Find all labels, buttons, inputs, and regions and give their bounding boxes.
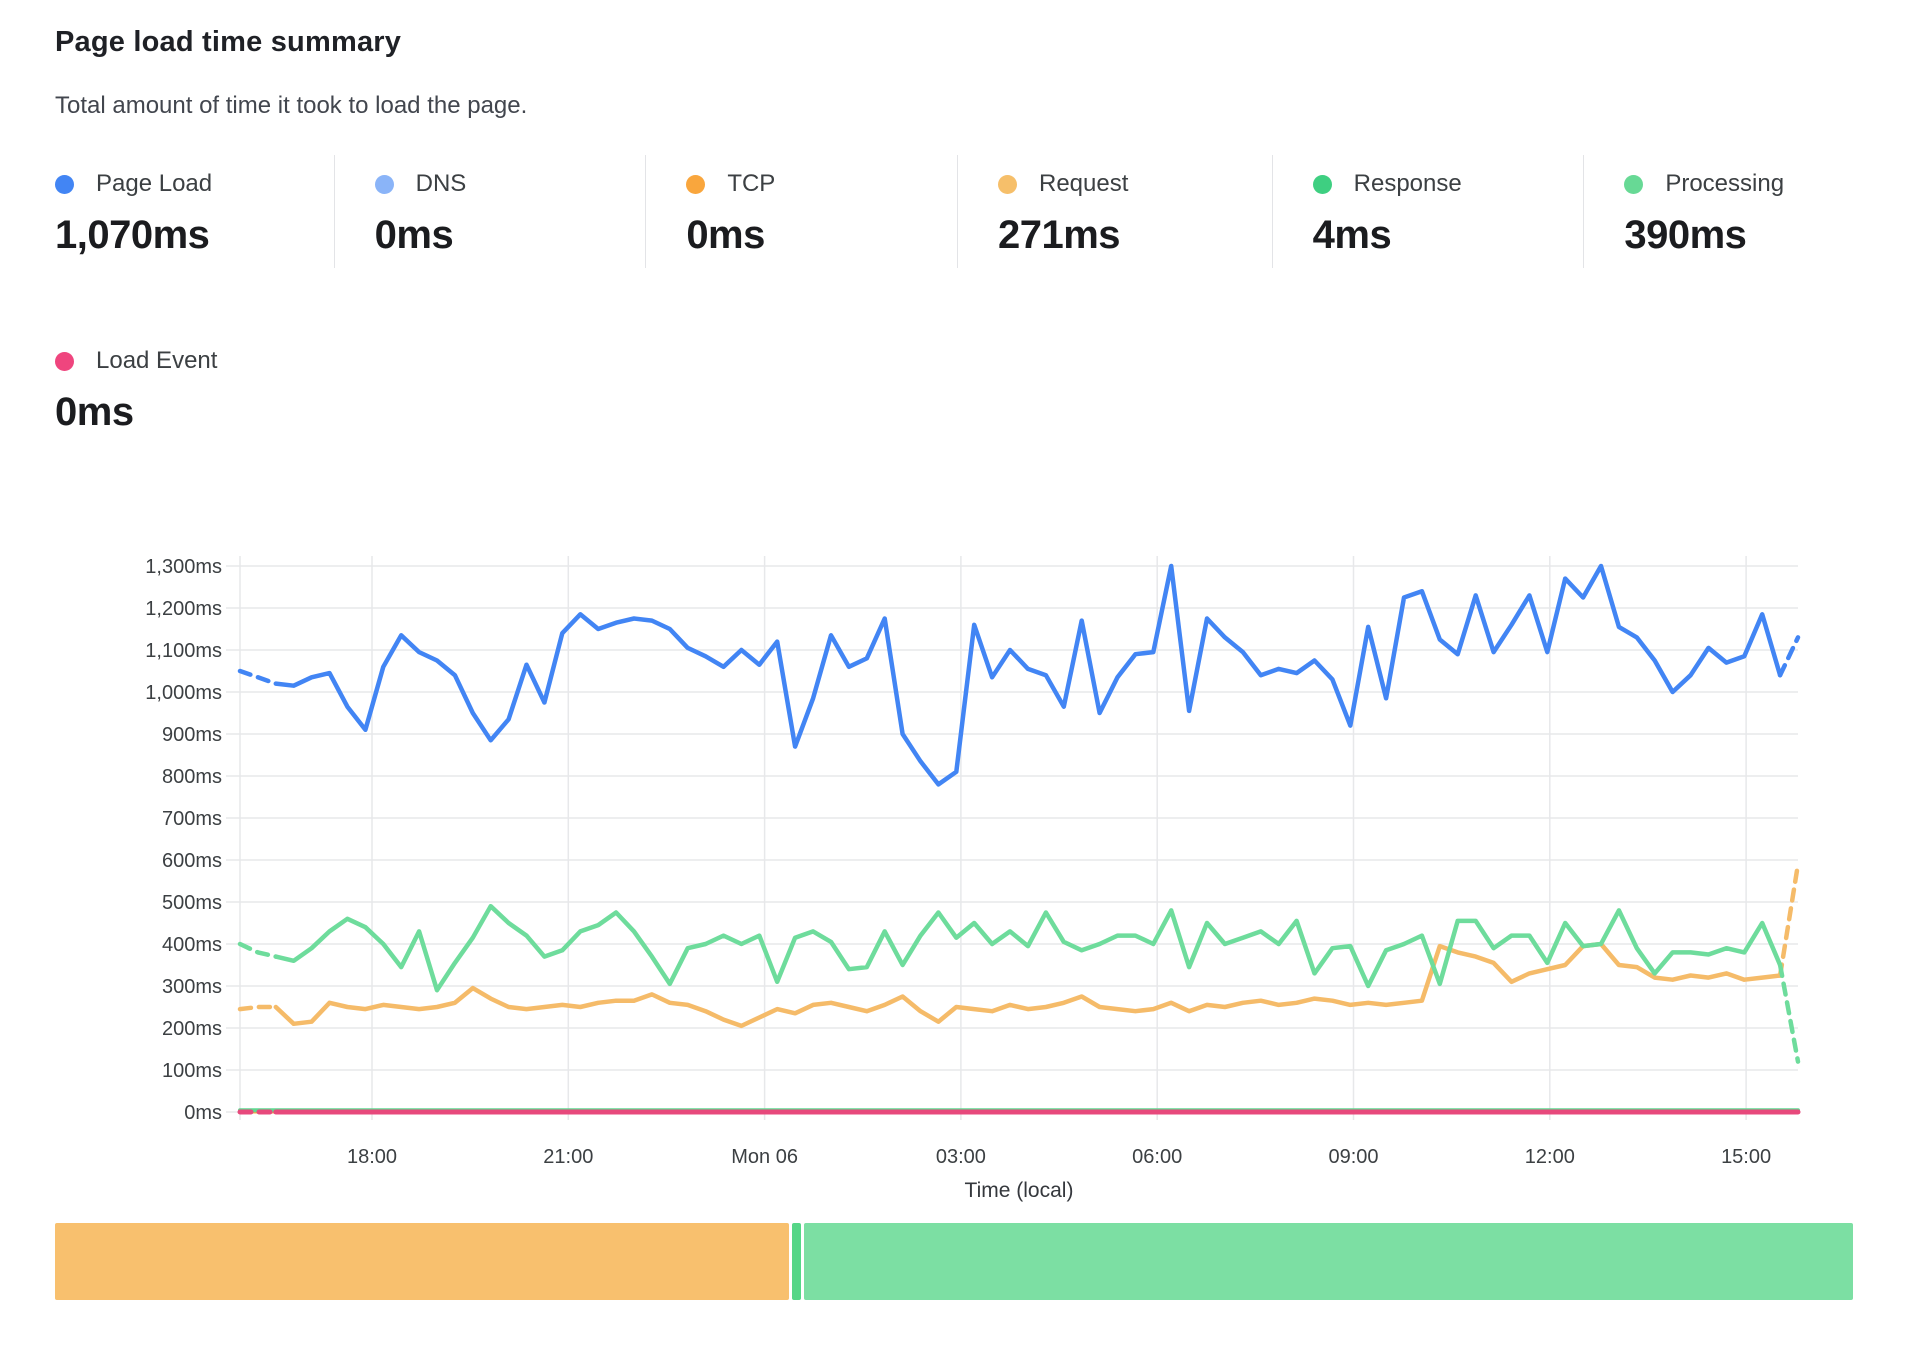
stats-row-primary: Page Load 1,070ms DNS 0ms TCP 0ms Request 271ms… [55,155,1900,268]
y-axis-label: 1,100ms [145,640,222,662]
x-axis-label: 06:00 [1132,1146,1182,1168]
series-processing [237,903,1801,1064]
legend-dot-response [1312,174,1332,194]
stat-head: Response [1312,169,1584,199]
x-axis-label: 21:00 [543,1146,593,1168]
stat-head: Load Event [55,346,217,376]
x-axis-label: 18:00 [347,1146,397,1168]
stat-label: Response [1353,170,1462,197]
stat-value: 1,070ms [55,213,210,257]
stat-head: Request [997,169,1272,199]
load-bar-segment-processing-share [803,1223,1853,1300]
stat-value: 4ms [1312,213,1392,257]
stats-row-secondary: Load Event 0ms [55,332,217,445]
stat-dns[interactable]: DNS 0ms [333,155,646,268]
x-axis-label: 03:00 [936,1146,986,1168]
stat-page-load[interactable]: Page Load 1,070ms [55,155,334,268]
stat-response[interactable]: Response 4ms [1271,155,1584,268]
legend-dot-tcp [686,174,706,194]
load-bar-segment-request-share [55,1223,789,1300]
load-share-bar [55,1223,1856,1300]
load-time-chart[interactable]: 0ms 100ms 200ms 300ms 400ms 500ms 600ms 700ms 80… [0,440,1910,1215]
y-axis-label: 300ms [162,976,222,998]
y-axis-label: 500ms [162,892,222,914]
y-axis-label: 100ms [162,1060,222,1082]
stat-value: 0ms [374,213,454,257]
x-axis-labels: 18:00 21:00 Mon 06 03:00 06:00 09:00 12:00 15:0… [347,1146,1771,1168]
stat-request[interactable]: Request 271ms [956,155,1272,268]
x-axis-title: Time (local) [965,1179,1074,1202]
y-axis-label: 1,200ms [145,598,222,620]
stat-label: Processing [1665,170,1785,197]
stat-label: Load Event [96,347,218,374]
stat-label: Page Load [96,170,213,197]
stat-load-event[interactable]: Load Event 0ms [55,332,217,445]
stat-value: 0ms [686,213,765,257]
page-title: Page load time summary [55,26,402,58]
y-axis-label: 0ms [184,1102,222,1124]
stat-head: DNS [374,169,646,199]
legend-dot-page-load [55,174,74,194]
stat-value: 390ms [1624,213,1747,257]
y-axis-label: 700ms [162,808,222,830]
stat-head: Processing [1624,169,1900,199]
page-subtitle: Total amount of time it took to load the… [55,92,528,119]
legend-dot-dns [374,174,394,194]
y-axis-label: 900ms [162,724,222,746]
legend-dot-load-event [55,351,74,371]
x-axis-label: 15:00 [1721,1146,1771,1168]
stat-head: TCP [686,169,957,199]
y-axis-label: 800ms [162,766,222,788]
y-axis-label: 1,300ms [145,556,222,578]
series-request [237,861,1801,1029]
legend-dot-request [997,174,1017,194]
stat-label: Request [1038,170,1129,197]
stat-tcp[interactable]: TCP 0ms [645,155,957,268]
series-page-load [237,563,1801,787]
y-axis-label: 600ms [162,850,222,872]
legend-dot-processing [1624,174,1644,194]
stat-label: TCP [727,170,776,197]
y-axis-label: 1,000ms [145,682,222,704]
x-axis-label: Mon 06 [731,1146,798,1168]
load-bar-segment-sliver-share [791,1223,801,1300]
y-axis-label: 200ms [162,1018,222,1040]
y-grid [226,565,1798,1113]
stat-value: 0ms [55,390,134,434]
stat-value: 271ms [997,213,1121,257]
y-axis-labels: 0ms 100ms 200ms 300ms 400ms 500ms 600ms 700ms 80… [145,556,222,1124]
y-axis-label: 400ms [162,934,222,956]
stat-processing[interactable]: Processing 390ms [1583,155,1900,268]
stat-label: DNS [415,170,467,197]
x-axis-label: 12:00 [1525,1146,1575,1168]
stat-head: Page Load [55,169,334,199]
x-axis-label: 09:00 [1328,1146,1378,1168]
x-grid [239,556,1747,1120]
